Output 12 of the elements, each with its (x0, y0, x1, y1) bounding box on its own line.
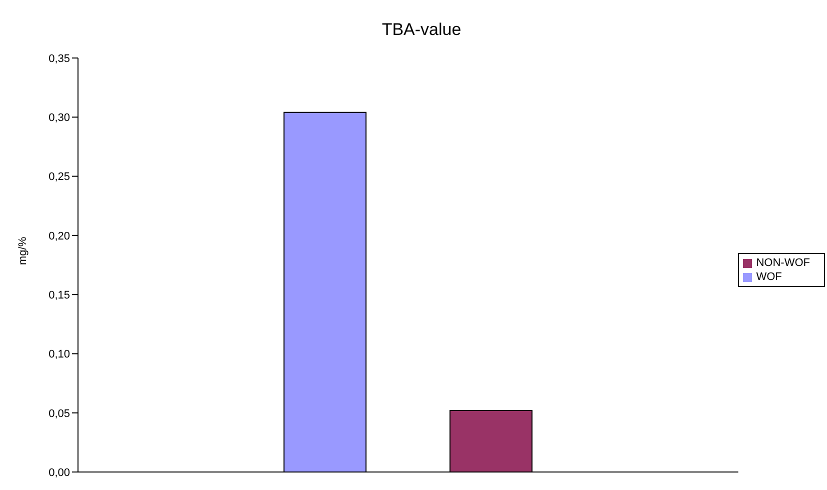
y-tick-label: 0,15 (48, 289, 70, 302)
legend-label: WOF (756, 271, 782, 283)
y-axis-title: mg/% (16, 236, 29, 265)
chart-title: TBA-value (380, 19, 462, 41)
y-tick-label: 0,00 (48, 466, 70, 479)
y-tick-label: 0,20 (48, 230, 70, 242)
y-tick-label: 0,05 (48, 408, 70, 420)
legend-label: NON-WOF (756, 257, 810, 269)
y-tick-label: 0,25 (48, 171, 70, 184)
y-tick-label: 0,10 (48, 348, 70, 361)
y-tick-label: 0,35 (48, 52, 70, 65)
y-tick-label: 0,30 (48, 112, 70, 124)
